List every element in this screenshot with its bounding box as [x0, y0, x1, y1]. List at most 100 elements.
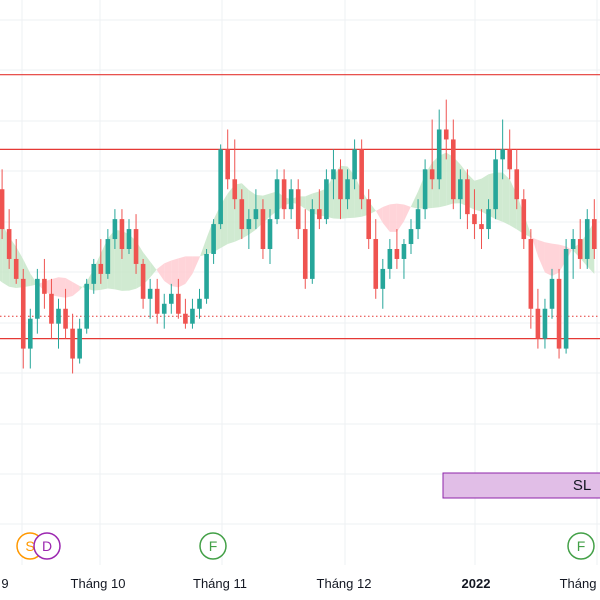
sl-label: SL — [573, 477, 591, 494]
candle-body — [239, 199, 245, 230]
candle-body — [169, 293, 174, 304]
candle-up — [352, 139, 357, 190]
cloud-segment — [544, 242, 552, 277]
candle-body — [91, 263, 97, 284]
candle-body — [6, 229, 12, 259]
x-tick-label: Tháng — [560, 576, 597, 591]
candle-up — [204, 249, 209, 304]
candle-body — [535, 308, 541, 339]
candle-body — [28, 318, 33, 349]
candle-down — [119, 209, 125, 259]
candle-body — [359, 149, 364, 200]
candle-body — [197, 298, 202, 309]
candle-up — [253, 189, 259, 230]
candle-down — [302, 209, 308, 289]
candle-down — [592, 199, 597, 259]
candle-up — [401, 239, 407, 279]
x-tick-label: Tháng 12 — [317, 576, 372, 591]
candle-up — [408, 219, 414, 254]
candle-body — [253, 209, 259, 220]
cloud-segment — [481, 174, 489, 216]
candle-body — [500, 149, 505, 160]
cloud-segment — [537, 239, 545, 273]
candle-body — [317, 209, 322, 220]
marker-badge-f: F — [199, 532, 227, 560]
candle-up — [112, 209, 118, 249]
candle-body — [443, 129, 449, 140]
candle-body — [84, 283, 89, 329]
candle-body — [387, 249, 393, 269]
candle-up — [324, 169, 329, 225]
candle-body — [380, 268, 386, 289]
candle-body — [373, 239, 379, 289]
candle-up — [35, 268, 40, 334]
cloud-segment — [171, 258, 179, 288]
cloud-segment — [51, 277, 59, 297]
candle-down — [0, 169, 5, 240]
candle-body — [246, 219, 252, 230]
cloud-segment — [72, 281, 80, 296]
marker-circle — [199, 532, 227, 560]
candle-body — [422, 169, 428, 210]
candle-up — [422, 159, 428, 220]
candle-up — [105, 229, 111, 279]
candle-body — [112, 219, 118, 240]
candle-body — [429, 169, 435, 180]
candle-down — [535, 288, 541, 349]
candle-down — [183, 298, 188, 329]
candle-down — [472, 189, 477, 240]
candle-body — [493, 159, 498, 210]
cloud-segment — [530, 234, 538, 257]
candle-up — [211, 219, 216, 264]
candle-up — [77, 318, 82, 364]
candle-body — [176, 293, 181, 314]
candle-body — [49, 293, 54, 324]
candle-down — [443, 99, 449, 160]
candle-down — [281, 169, 287, 220]
candle-up — [415, 199, 421, 240]
marker-circle — [567, 532, 595, 560]
marker-label: D — [42, 538, 52, 554]
candle-body — [281, 179, 287, 210]
candle-body — [528, 239, 534, 309]
candle-body — [105, 239, 111, 274]
candle-body — [147, 288, 153, 299]
candle-up — [310, 199, 315, 284]
candle-body — [70, 328, 75, 359]
cloud-segment — [164, 260, 172, 286]
candle-body — [225, 149, 230, 180]
candle-up — [28, 308, 33, 369]
candle-up — [563, 239, 569, 354]
candle-down — [70, 313, 75, 374]
cloud-segment — [389, 203, 397, 232]
candle-body — [133, 229, 139, 264]
cloud-segment — [552, 243, 560, 277]
candle-up — [288, 179, 294, 220]
candle-up — [584, 209, 590, 269]
candle-body — [507, 149, 512, 170]
candle-body — [274, 179, 280, 220]
candle-up — [169, 283, 174, 314]
candle-up — [380, 258, 386, 309]
candle-body — [570, 239, 576, 249]
candle-down — [225, 129, 230, 190]
candle-body — [98, 263, 104, 274]
cloud-segment — [185, 256, 193, 284]
candle-down — [42, 258, 47, 309]
candle-up — [190, 298, 195, 329]
cloud-segment — [227, 184, 235, 245]
candle-down — [63, 288, 68, 339]
candle-body — [154, 288, 160, 314]
candle-down — [429, 119, 435, 190]
sl-box-rect — [442, 472, 600, 499]
candle-up — [549, 268, 555, 319]
candle-up — [56, 298, 61, 349]
candle-body — [584, 219, 590, 259]
cloud-segment — [157, 263, 165, 282]
cloud-segment — [382, 204, 390, 232]
candle-body — [0, 189, 5, 230]
candle-down — [514, 149, 520, 210]
cloud-segment — [58, 277, 66, 298]
candle-body — [63, 308, 68, 329]
candle-body — [20, 278, 26, 349]
